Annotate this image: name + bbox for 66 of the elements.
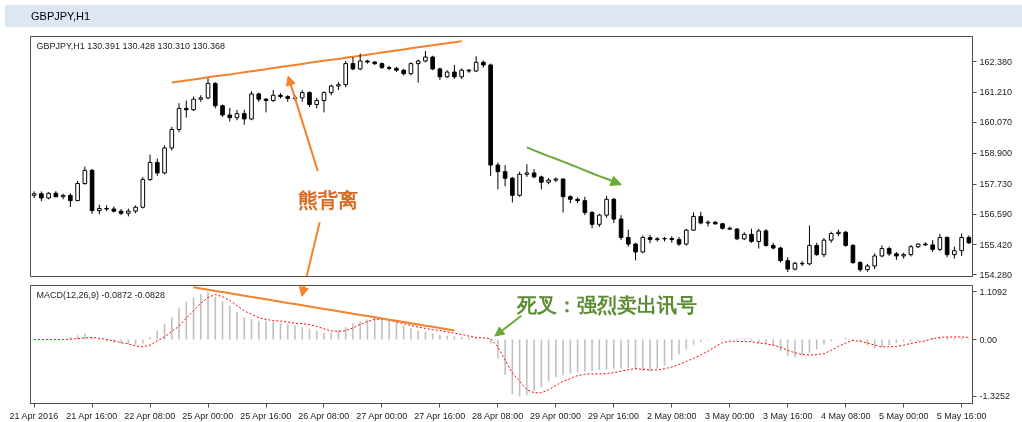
candlestick (647, 234, 653, 244)
y-tick-label: 155.420 (979, 239, 1013, 250)
candlestick (502, 164, 508, 187)
y-tick-label: 158.900 (979, 148, 1013, 159)
candlestick (234, 109, 240, 121)
candlestick (618, 214, 624, 241)
candlestick (212, 81, 218, 109)
x-tick-label: 4 May 08:00 (820, 410, 871, 421)
x-tick-label: 21 Apr 2016 (9, 410, 59, 421)
annotation: 死叉：强烈卖出讯号 (516, 294, 698, 317)
candlestick (60, 193, 66, 200)
y-tick-label: 154.280 (979, 269, 1013, 280)
y-tick-label: 162.380 (979, 56, 1013, 67)
x-tick-label: 25 Apr 00:00 (182, 410, 234, 421)
chart-title: GBPJPY,H1 (31, 9, 91, 24)
candlestick (582, 196, 588, 216)
candlestick (510, 176, 515, 203)
candlestick (611, 197, 617, 224)
x-tick-label: 27 Apr 00:00 (356, 410, 408, 421)
candlestick (169, 126, 175, 152)
y-tick-label: 161.210 (979, 87, 1013, 98)
candlestick (176, 102, 182, 133)
candlestick (31, 190, 37, 199)
x-tick-label: 28 Apr 08:00 (472, 410, 524, 421)
x-tick-label: 22 Apr 08:00 (124, 410, 176, 421)
candlestick (350, 56, 356, 71)
y-tick-label: 156.590 (979, 209, 1013, 220)
candlestick (524, 163, 530, 178)
candlestick (944, 235, 950, 258)
y-tick-label: 160.070 (979, 117, 1013, 128)
candlestick (560, 177, 566, 213)
y-tick-label: -1.3252 (979, 391, 1011, 402)
chart-subtitle: GBPJPY,H1 130.391 130.428 130.310 130.368 (36, 40, 225, 51)
x-tick-label: 29 Apr 00:00 (530, 410, 582, 421)
annotation: 熊背离 (298, 188, 359, 211)
x-tick-label: 27 Apr 16:00 (414, 410, 466, 421)
candlestick (807, 225, 812, 266)
candlestick (756, 228, 762, 250)
candlestick (147, 154, 153, 182)
y-tick-label: 1.1092 (979, 286, 1008, 297)
candlestick (82, 166, 88, 186)
x-tick-label: 21 Apr 16:00 (66, 410, 118, 421)
x-tick-label: 5 May 16:00 (936, 410, 987, 421)
x-tick-label: 29 Apr 16:00 (588, 410, 640, 421)
x-tick-label: 3 May 00:00 (704, 410, 755, 421)
candlestick (850, 243, 856, 265)
text: MACD(12,26,9) -0.0872 -0.0828 (36, 289, 166, 300)
candlestick (343, 60, 349, 88)
y-tick-label: 157.730 (979, 179, 1013, 190)
candlestick (959, 233, 964, 257)
line-series (192, 286, 456, 332)
x-tick-label: 5 May 00:00 (878, 410, 929, 421)
x-tick-label: 26 Apr 08:00 (298, 410, 350, 421)
x-tick-label: 25 Apr 16:00 (240, 410, 292, 421)
candlestick (118, 208, 124, 216)
x-tick-label: 3 May 16:00 (762, 410, 813, 421)
x-tick-label: 2 May 08:00 (647, 410, 697, 421)
y-tick-label: 0.00 (979, 334, 998, 345)
candlestick (495, 161, 501, 190)
candlestick (821, 237, 827, 258)
candlestick (705, 219, 711, 227)
candlestick (604, 195, 609, 219)
candlestick (517, 171, 522, 198)
candlestick (691, 211, 696, 232)
candlestick (466, 68, 472, 74)
candlestick (321, 90, 327, 113)
